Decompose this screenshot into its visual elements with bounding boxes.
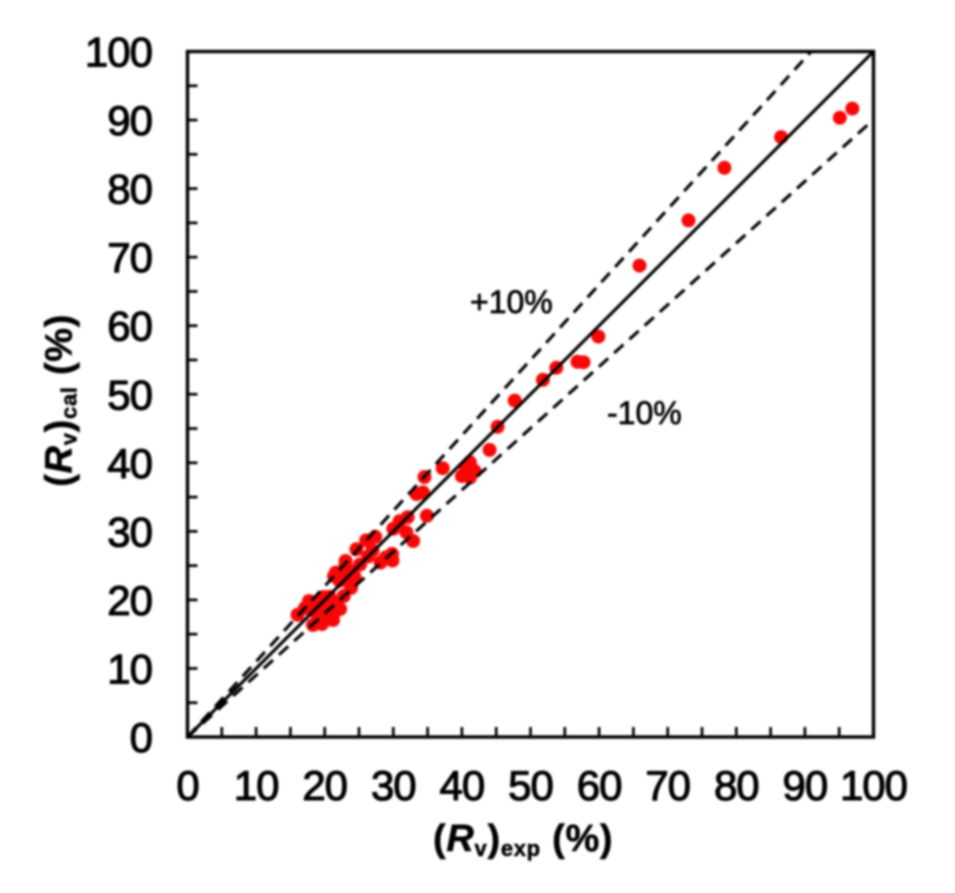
svg-text:90: 90 xyxy=(783,762,828,809)
svg-text:70: 70 xyxy=(645,762,690,809)
svg-text:0: 0 xyxy=(130,714,152,761)
svg-text:30: 30 xyxy=(107,508,152,555)
svg-text:60: 60 xyxy=(577,762,622,809)
svg-text:50: 50 xyxy=(508,762,553,809)
svg-text:50: 50 xyxy=(107,371,152,418)
svg-text:+10%: +10% xyxy=(470,284,553,320)
svg-text:(Rv)exp (%): (Rv)exp (%) xyxy=(433,818,613,861)
svg-text:90: 90 xyxy=(107,97,152,144)
svg-text:100: 100 xyxy=(840,762,907,809)
svg-text:80: 80 xyxy=(107,166,152,213)
svg-text:-10%: -10% xyxy=(607,395,682,431)
svg-text:20: 20 xyxy=(302,762,347,809)
svg-text:80: 80 xyxy=(714,762,759,809)
svg-text:0: 0 xyxy=(176,762,198,809)
svg-text:20: 20 xyxy=(107,577,152,624)
svg-text:40: 40 xyxy=(440,762,485,809)
svg-text:40: 40 xyxy=(107,440,152,487)
svg-text:70: 70 xyxy=(107,234,152,281)
svg-text:(Rv)cal (%): (Rv)cal (%) xyxy=(39,314,82,487)
svg-text:30: 30 xyxy=(371,762,416,809)
svg-text:10: 10 xyxy=(234,762,279,809)
svg-text:10: 10 xyxy=(107,645,152,692)
svg-text:100: 100 xyxy=(85,29,152,76)
svg-text:60: 60 xyxy=(107,303,152,350)
